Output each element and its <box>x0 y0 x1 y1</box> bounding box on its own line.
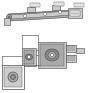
Bar <box>30 3 40 7</box>
Bar <box>24 50 34 64</box>
Polygon shape <box>8 10 74 21</box>
Bar <box>74 3 84 7</box>
Ellipse shape <box>51 53 54 57</box>
Bar <box>52 5 60 10</box>
Ellipse shape <box>12 76 14 78</box>
Ellipse shape <box>70 11 76 16</box>
Bar <box>4 18 10 25</box>
Bar <box>70 10 80 16</box>
Ellipse shape <box>8 72 18 82</box>
Ellipse shape <box>27 56 31 58</box>
Bar <box>27 7 35 12</box>
Ellipse shape <box>7 15 12 20</box>
Ellipse shape <box>43 12 46 16</box>
Ellipse shape <box>72 12 74 14</box>
Bar <box>22 48 36 66</box>
Bar <box>76 48 84 53</box>
Ellipse shape <box>48 52 56 58</box>
Ellipse shape <box>10 74 15 80</box>
Bar <box>54 2 64 6</box>
Bar <box>66 45 76 52</box>
Polygon shape <box>10 11 72 19</box>
Bar <box>66 55 76 62</box>
Ellipse shape <box>59 11 62 13</box>
Ellipse shape <box>23 15 26 17</box>
Bar <box>4 67 22 87</box>
Ellipse shape <box>26 54 32 60</box>
Bar <box>2 65 24 89</box>
Bar <box>38 42 66 68</box>
Ellipse shape <box>8 16 10 18</box>
Ellipse shape <box>45 49 59 61</box>
Bar <box>68 8 82 18</box>
Bar <box>40 44 64 66</box>
